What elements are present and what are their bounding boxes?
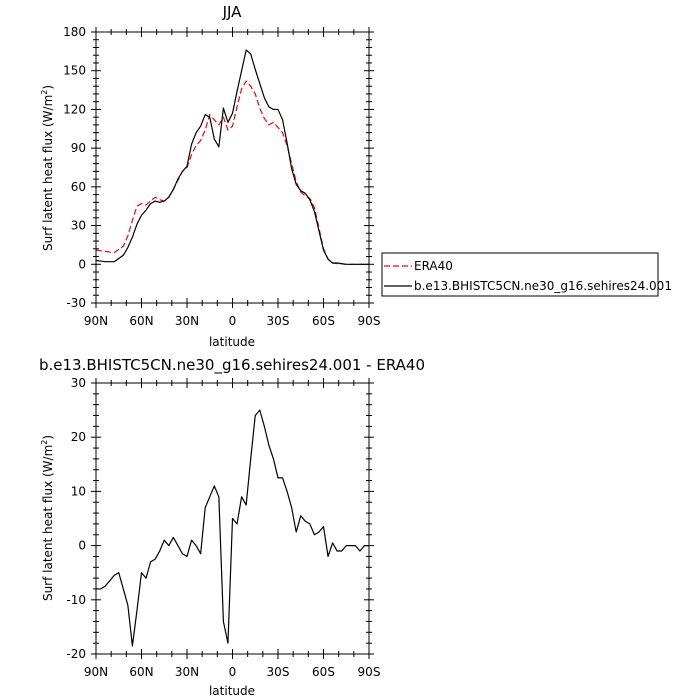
x-tick-label: 90N: [84, 314, 108, 328]
x-tick-label: 90N: [84, 665, 108, 679]
x-tick-label: 0: [229, 314, 237, 328]
y-tick-label: 30: [71, 376, 86, 390]
x-axis-label: latitude: [209, 684, 255, 698]
x-tick-labels: 90N 60N 30N 0 30S 60S 90S: [84, 314, 381, 328]
series-line-model: [95, 49, 369, 265]
plot-frame: [95, 382, 370, 655]
x-tick-label: 30N: [175, 665, 199, 679]
y-tick-label: 60: [71, 180, 86, 194]
y-tick-label: -20: [66, 647, 86, 661]
x-tick-label: 60N: [129, 314, 153, 328]
x-tick-label: 60N: [129, 665, 153, 679]
y-tick-label: 180: [63, 25, 86, 39]
x-axis-label: latitude: [209, 335, 255, 349]
legend: ERA40 b.e13.BHISTC5CN.ne30_g16.sehires24…: [381, 252, 672, 297]
y-tick-label: 0: [78, 539, 86, 553]
x-tick-labels: 90N 60N 30N 0 30S 60S 90S: [84, 665, 381, 679]
x-tick-label: 90S: [358, 314, 381, 328]
plot-frame: [95, 31, 370, 304]
series-line-difference: [96, 409, 369, 647]
y-tick-label: 10: [71, 484, 86, 498]
y-tick-label: 120: [63, 102, 86, 116]
series-group: [96, 409, 369, 647]
y-tick-label: 20: [71, 430, 86, 444]
y-tick-labels: -30 0 30 60 90 120 150 180: [63, 25, 86, 310]
chart-panel-top: JJA -30 0 30 60 90 120 150 180 90N 60N 30N 0 30S 60S…: [40, 3, 672, 349]
chart-title: JJA: [222, 3, 243, 21]
y-tick-label: 150: [63, 64, 86, 78]
chart-panel-bottom: b.e13.BHISTC5CN.ne30_g16.sehires24.001 -…: [39, 356, 425, 698]
y-tick-label: 90: [71, 141, 86, 155]
x-tick-label: 0: [229, 665, 237, 679]
legend-box: [381, 252, 659, 297]
y-axis-label: Surf latent heat flux (W/m2): [40, 85, 55, 251]
chart-title: b.e13.BHISTC5CN.ne30_g16.sehires24.001 -…: [39, 356, 425, 375]
legend-label-era40: ERA40: [414, 259, 453, 273]
x-tick-label: 60S: [312, 665, 335, 679]
x-tick-label: 90S: [358, 665, 381, 679]
x-tick-label: 30N: [175, 314, 199, 328]
y-tick-labels: -20 -10 0 10 20 30: [66, 376, 86, 661]
legend-label-model: b.e13.BHISTC5CN.ne30_g16.sehires24.001: [414, 279, 672, 293]
axis-ticks: [91, 27, 374, 308]
y-tick-label: -10: [66, 593, 86, 607]
x-tick-label: 60S: [312, 314, 335, 328]
y-tick-label: 0: [78, 257, 86, 271]
series-line-era40: [95, 80, 369, 265]
y-tick-label: 30: [71, 219, 86, 233]
y-axis-label: Surf latent heat flux (W/m2): [40, 435, 55, 601]
x-tick-label: 30S: [267, 665, 290, 679]
series-group: [95, 49, 369, 265]
x-tick-label: 30S: [267, 314, 290, 328]
y-tick-label: -30: [66, 296, 86, 310]
